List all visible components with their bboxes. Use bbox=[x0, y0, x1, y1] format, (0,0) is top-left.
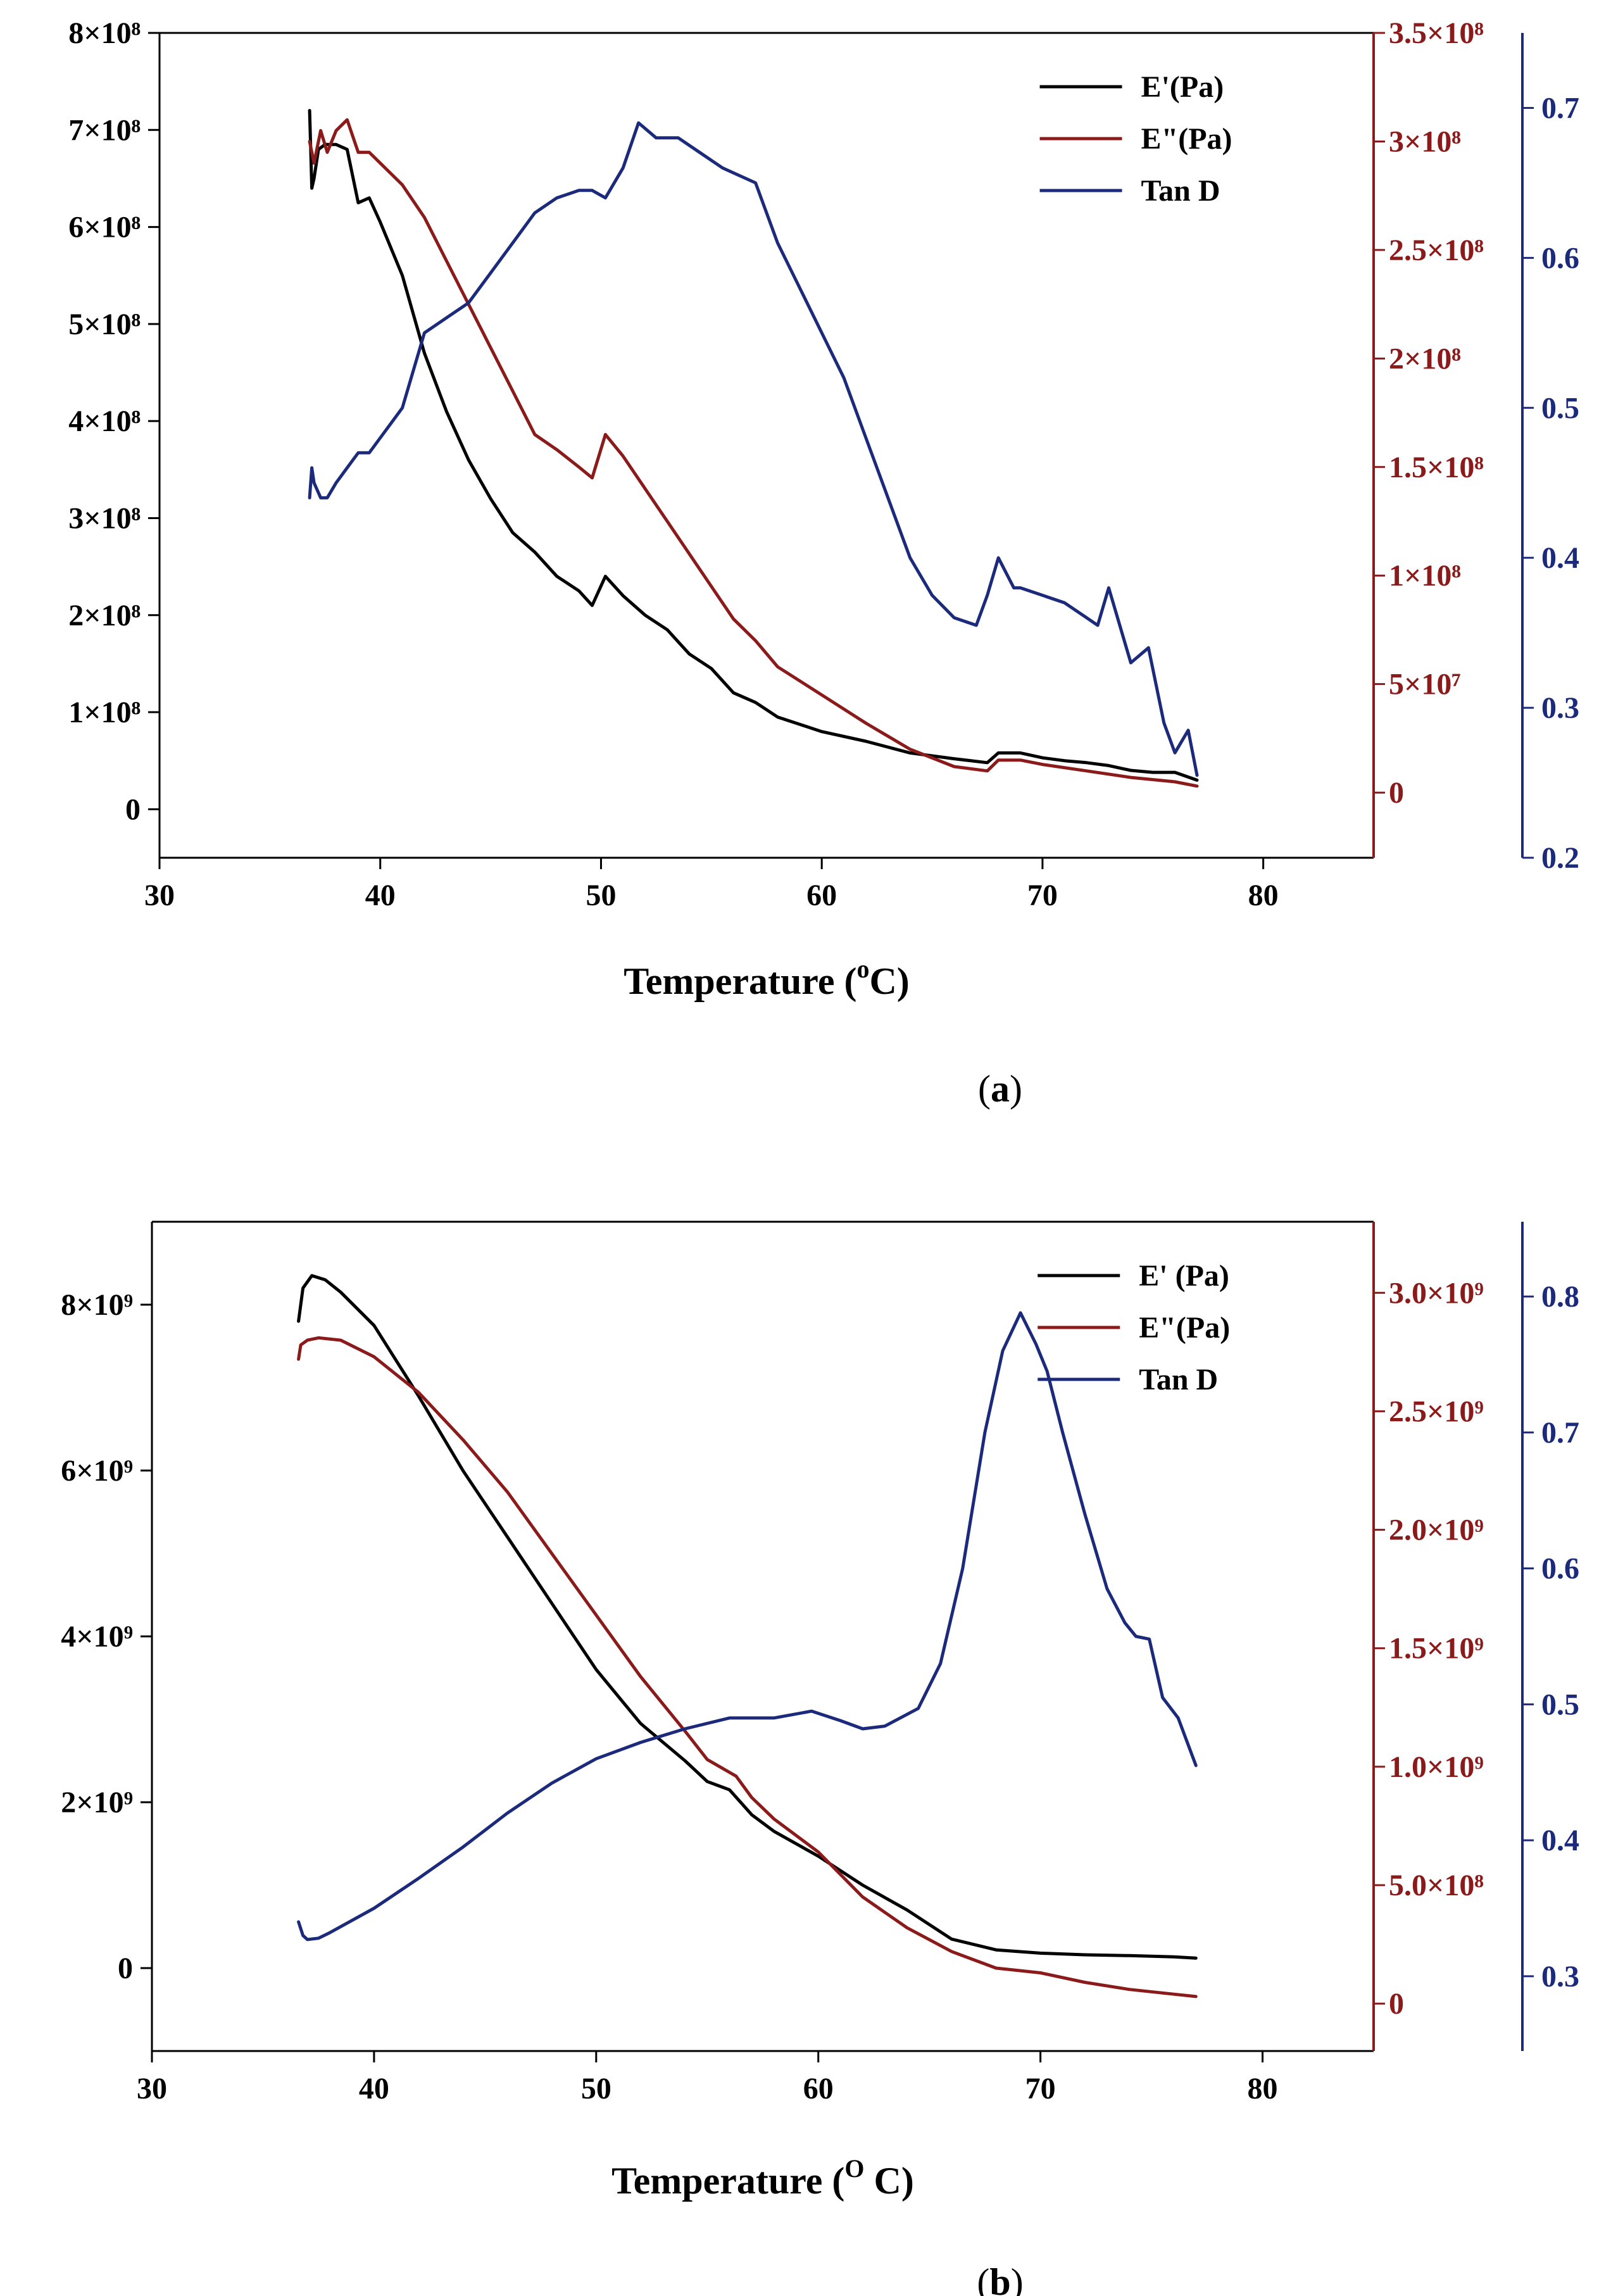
far-right-y-tick-label: 0.6 bbox=[1541, 241, 1579, 275]
far-right-y-tick-label: 0.5 bbox=[1541, 1688, 1579, 1721]
x-tick-label: 40 bbox=[359, 2072, 389, 2105]
series-line-loss-modulus bbox=[308, 118, 1199, 788]
legend-label: E"(Pa) bbox=[1141, 122, 1232, 156]
left-y-tick-label: 6×10⁸ bbox=[68, 211, 141, 244]
x-tick-label: 50 bbox=[586, 879, 616, 912]
far-right-y-tick-label: 0.8 bbox=[1541, 1280, 1579, 1314]
x-axis-title-superscript: O bbox=[844, 2154, 864, 2183]
legend-label: Tan D bbox=[1139, 1363, 1218, 1396]
x-tick-label: 60 bbox=[806, 879, 837, 912]
x-tick-label: 30 bbox=[137, 2072, 167, 2105]
right-y-tick-label: 3.0×10⁹ bbox=[1389, 1276, 1484, 1310]
panel-a: 30 40 50 60 70 80 0 1×10⁸ 2×10⁸ 3×10⁸ 4×10⁸ 5×10⁸ 6×… bbox=[68, 16, 1579, 1110]
legend-label: E'(Pa) bbox=[1141, 70, 1224, 104]
far-right-y-tick-label: 0.6 bbox=[1541, 1552, 1579, 1586]
series-line-loss-modulus bbox=[297, 1336, 1198, 1998]
right-y-tick-label: 3×10⁸ bbox=[1389, 125, 1461, 158]
right-y-tick-label: 5×10⁷ bbox=[1389, 668, 1461, 701]
caption-paren-close: ) bbox=[1010, 1068, 1022, 1110]
x-tick-label: 70 bbox=[1027, 879, 1058, 912]
x-axis-title: Temperature (O C) bbox=[611, 2154, 914, 2202]
caption-paren-open: ( bbox=[977, 2261, 989, 2296]
far-right-y-tick-label: 0.5 bbox=[1541, 391, 1579, 425]
left-y-tick-label: 2×10⁹ bbox=[61, 1786, 133, 1819]
left-y-tick-label: 7×10⁸ bbox=[68, 113, 141, 147]
left-y-tick-label: 6×10⁹ bbox=[61, 1454, 133, 1488]
x-axis-title-text: Temperature ( bbox=[611, 2160, 844, 2202]
far-right-y-tick-label: 0.4 bbox=[1541, 1824, 1579, 1857]
legend-label: E' (Pa) bbox=[1139, 1259, 1229, 1293]
right-y-tick-label: 0 bbox=[1389, 776, 1404, 810]
right-y-tick-label: 5.0×10⁸ bbox=[1389, 1869, 1484, 1902]
right-y-tick-label: 3.5×10⁸ bbox=[1389, 16, 1484, 50]
x-axis-title-unit: C) bbox=[869, 960, 909, 1002]
left-y-tick-label: 0 bbox=[118, 1952, 133, 1985]
series-line-storage-modulus bbox=[308, 109, 1199, 782]
legend-label: E"(Pa) bbox=[1139, 1311, 1230, 1345]
left-y-tick-label: 2×10⁸ bbox=[68, 599, 141, 632]
left-y-tick-label: 4×10⁸ bbox=[68, 405, 141, 438]
right-y-tick-label: 1.0×10⁹ bbox=[1389, 1750, 1484, 1784]
series-line-tan-delta bbox=[297, 1311, 1198, 1942]
left-y-tick-label: 8×10⁸ bbox=[68, 16, 141, 50]
series-line-storage-modulus bbox=[297, 1274, 1198, 1960]
x-axis-title-unit: C) bbox=[865, 2160, 914, 2202]
x-axis-title-superscript: o bbox=[856, 955, 869, 983]
far-right-y-tick-label: 0.4 bbox=[1541, 541, 1579, 575]
far-right-y-tick-label: 0.7 bbox=[1541, 1416, 1579, 1450]
right-y-tick-label: 1×10⁸ bbox=[1389, 559, 1461, 593]
x-tick-label: 30 bbox=[144, 879, 175, 912]
x-tick-label: 40 bbox=[365, 879, 396, 912]
x-tick-label: 50 bbox=[581, 2072, 611, 2105]
left-y-tick-label: 4×10⁹ bbox=[61, 1620, 133, 1653]
right-y-tick-label: 2.5×10⁹ bbox=[1389, 1395, 1484, 1428]
far-right-y-tick-label: 0.3 bbox=[1541, 691, 1579, 725]
right-y-tick-label: 2×10⁸ bbox=[1389, 342, 1461, 375]
far-right-y-tick-label: 0.2 bbox=[1541, 841, 1579, 875]
far-right-y-tick-label: 0.3 bbox=[1541, 1960, 1579, 1993]
x-tick-label: 70 bbox=[1025, 2072, 1056, 2105]
right-y-tick-label: 1.5×10⁹ bbox=[1389, 1632, 1484, 1666]
x-tick-label: 60 bbox=[803, 2072, 834, 2105]
x-axis-title-text: Temperature ( bbox=[624, 960, 856, 1002]
x-tick-label: 80 bbox=[1248, 879, 1279, 912]
far-right-y-tick-label: 0.7 bbox=[1541, 91, 1579, 125]
legend-label: Tan D bbox=[1141, 174, 1220, 208]
right-y-tick-label: 2.5×10⁸ bbox=[1389, 234, 1484, 267]
right-y-tick-label: 2.0×10⁹ bbox=[1389, 1514, 1484, 1547]
x-tick-label: 80 bbox=[1248, 2072, 1278, 2105]
right-y-tick-label: 0 bbox=[1389, 1987, 1404, 2021]
left-y-tick-label: 5×10⁸ bbox=[68, 308, 141, 341]
left-y-tick-label: 1×10⁸ bbox=[68, 696, 141, 729]
caption-letter: a bbox=[991, 1068, 1010, 1110]
series-line-tan-delta bbox=[308, 121, 1199, 777]
right-y-tick-label: 1.5×10⁸ bbox=[1389, 451, 1484, 484]
caption-paren-open: ( bbox=[978, 1068, 991, 1110]
panel-caption: (a) bbox=[978, 1068, 1022, 1110]
caption-paren-close: ) bbox=[1011, 2261, 1024, 2296]
panel-b: 30 40 50 60 70 80 0 2×10⁹ 4×10⁹ 6×10⁹ 8×10⁹ 0 5.0×10… bbox=[61, 1220, 1579, 2296]
left-y-tick-label: 8×10⁹ bbox=[61, 1288, 133, 1322]
panel-caption: (b) bbox=[977, 2261, 1023, 2296]
caption-letter: b bbox=[989, 2261, 1010, 2296]
left-y-tick-label: 3×10⁸ bbox=[68, 501, 141, 535]
x-axis-title: Temperature (oC) bbox=[624, 955, 910, 1002]
left-y-tick-label: 0 bbox=[125, 793, 141, 826]
